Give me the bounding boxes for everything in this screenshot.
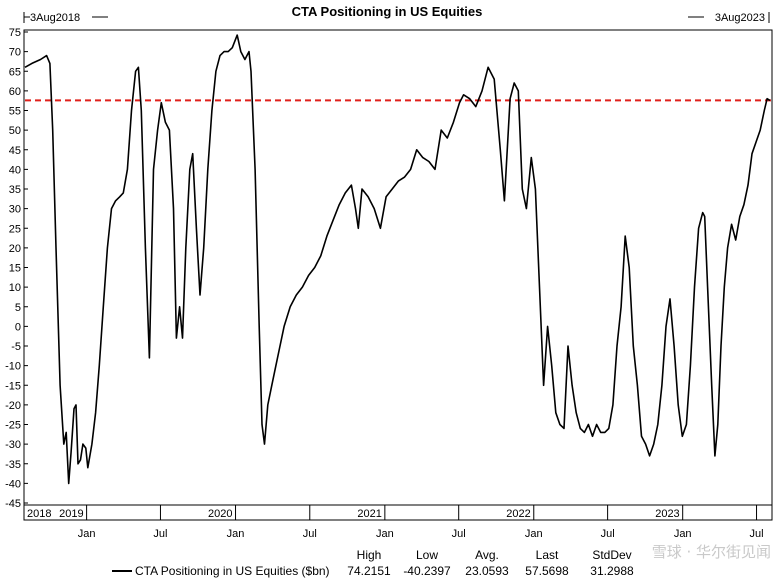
x-tick-label: Jul — [153, 528, 167, 540]
x-year-label: 2021 — [357, 508, 381, 520]
stat-header: Low — [416, 548, 438, 562]
range-end-label: 3Aug2023 — [715, 12, 765, 24]
y-tick-label: 30 — [9, 204, 21, 216]
stat-value: 57.5698 — [525, 564, 569, 578]
y-tick-label: -30 — [5, 439, 21, 451]
y-tick-label: -15 — [5, 380, 21, 392]
x-year-label: 2023 — [655, 508, 679, 520]
x-year-label: 2019 — [59, 508, 83, 520]
x-tick-label: Jan — [674, 528, 692, 540]
stat-header: Last — [536, 548, 559, 562]
y-tick-label: 55 — [9, 106, 21, 118]
x-axis: 2018 2019 Jan Jul 2020 Jan Jul 2021 Jan Jul 2022 Ja… — [24, 504, 772, 540]
y-tick-label: 10 — [9, 282, 21, 294]
y-tick-label: -5 — [11, 341, 21, 353]
legend: CTA Positioning in US Equities ($bn) — [112, 564, 330, 578]
series-line — [24, 34, 771, 485]
y-tick-label: 25 — [9, 223, 21, 235]
x-tick-label: Jul — [452, 528, 466, 540]
chart-title: CTA Positioning in US Equities — [292, 4, 483, 19]
y-tick-label: 65 — [9, 66, 21, 78]
y-tick-label: 35 — [9, 184, 21, 196]
x-tick-label: Jan — [227, 528, 245, 540]
x-tick-label: Jan — [525, 528, 543, 540]
y-tick-label: 0 — [15, 321, 21, 333]
range-start-label: 3Aug2018 — [30, 12, 80, 24]
y-tick-label: -20 — [5, 400, 21, 412]
watermark: 雪球 · 华尔街见闻 — [652, 543, 771, 561]
stat-value: 23.0593 — [465, 564, 509, 578]
y-tick-label: -45 — [5, 498, 21, 510]
y-tick-label: 15 — [9, 263, 21, 275]
y-tick-label: 75 — [9, 27, 21, 39]
y-tick-label: 40 — [9, 164, 21, 176]
y-tick-label: 50 — [9, 125, 21, 137]
y-tick-label: 70 — [9, 47, 21, 59]
x-year-label: 2022 — [506, 508, 530, 520]
x-tick-label: Jul — [601, 528, 615, 540]
stat-header: High — [357, 548, 382, 562]
y-tick-label: 5 — [15, 302, 21, 314]
stat-header: Avg. — [475, 548, 499, 562]
y-tick-label: 20 — [9, 243, 21, 255]
x-year-label: 2018 — [27, 508, 51, 520]
stat-header: StdDev — [592, 548, 631, 562]
x-tick-label: Jan — [376, 528, 394, 540]
stat-value: 74.2151 — [347, 564, 391, 578]
y-tick-label: -25 — [5, 420, 21, 432]
y-tick-label: -35 — [5, 459, 21, 471]
range-end-marker: 3Aug2023 — [688, 12, 770, 24]
stats-table: High Low Avg. Last StdDev 74.2151 -40.2397 23.0… — [347, 548, 634, 578]
x-tick-label: Jan — [78, 528, 96, 540]
y-tick-label: 45 — [9, 145, 21, 157]
x-year-label: 2020 — [208, 508, 232, 520]
range-start-marker: 3Aug2018 — [23, 12, 108, 24]
plot-area-frame — [23, 29, 773, 521]
stat-value: 31.2988 — [590, 564, 634, 578]
x-tick-label: Jul — [750, 528, 764, 540]
y-tick-label: 60 — [9, 86, 21, 98]
legend-label: CTA Positioning in US Equities ($bn) — [135, 564, 330, 578]
y-axis: 757065605550454035302520151050-5-10-15-2… — [5, 27, 28, 510]
y-tick-label: -10 — [5, 361, 21, 373]
stat-value: -40.2397 — [403, 564, 451, 578]
x-tick-label: Jul — [303, 528, 317, 540]
y-tick-label: -40 — [5, 478, 21, 490]
